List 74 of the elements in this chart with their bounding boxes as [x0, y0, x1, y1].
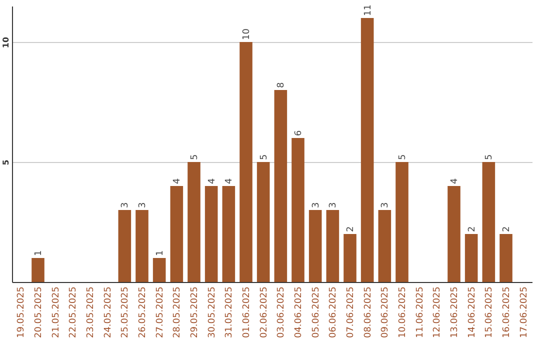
data-label: 2	[502, 226, 512, 232]
data-label: 1	[155, 250, 166, 256]
bar	[256, 162, 270, 282]
x-tick-label: 25.05.2025	[120, 286, 131, 338]
x-tick-label: 03.06.2025	[276, 286, 287, 338]
data-label: 3	[380, 202, 391, 208]
data-label: 3	[328, 202, 339, 208]
bar	[344, 234, 356, 282]
data-label: 4	[224, 178, 235, 184]
bar	[482, 162, 496, 282]
data-label: 3	[120, 202, 131, 208]
data-label: 5	[398, 154, 408, 160]
x-tick-label: 24.05.2025	[103, 286, 114, 338]
bar	[500, 234, 512, 282]
bar	[136, 210, 148, 282]
data-label: 2	[467, 226, 478, 232]
bar	[292, 138, 304, 282]
data-label: 5	[259, 154, 270, 160]
x-tick-label: 21.05.2025	[51, 286, 62, 338]
bar	[308, 210, 322, 282]
x-tick-label: 23.05.2025	[86, 286, 96, 338]
x-tick-label: 09.06.2025	[380, 286, 391, 338]
x-tick-label: 31.05.2025	[224, 286, 235, 338]
x-tick-label: 15.06.2025	[484, 286, 495, 338]
data-label: 4	[207, 178, 218, 184]
x-tick-label: 04.06.2025	[294, 286, 304, 338]
x-tick-label: 05.06.2025	[311, 286, 322, 338]
data-label: 2	[346, 226, 356, 232]
x-tick-label: 12.06.2025	[432, 286, 443, 338]
data-label: 6	[294, 130, 304, 136]
x-tick-label: 13.06.2025	[450, 286, 460, 338]
bar	[152, 258, 166, 282]
bar	[32, 258, 44, 282]
bar	[378, 210, 392, 282]
x-tick-label: 26.05.2025	[138, 286, 148, 338]
x-tick-label: 30.05.2025	[207, 286, 218, 338]
x-tick-label: 28.05.2025	[172, 286, 183, 338]
data-label: 4	[172, 178, 183, 184]
x-tick-label: 16.06.2025	[502, 286, 512, 338]
data-label: 1	[34, 250, 44, 256]
x-tick-label: 08.06.2025	[363, 286, 374, 338]
x-tick-label: 29.05.2025	[190, 286, 200, 338]
bar	[188, 162, 200, 282]
x-tick-label: 07.06.2025	[346, 286, 356, 338]
x-tick-label: 10.06.2025	[398, 286, 408, 338]
data-label: 10	[242, 28, 252, 40]
x-tick-label: 22.05.2025	[68, 286, 79, 338]
data-label: 5	[190, 154, 200, 160]
bar	[326, 210, 340, 282]
bar	[396, 162, 408, 282]
x-tick-label: 17.06.2025	[519, 286, 530, 338]
bar	[222, 186, 236, 282]
bar	[360, 18, 374, 282]
x-tick-label: 06.06.2025	[328, 286, 339, 338]
data-label: 8	[276, 82, 287, 88]
x-tick-label: 14.06.2025	[467, 286, 478, 338]
bar	[464, 234, 478, 282]
data-label: 11	[363, 4, 374, 16]
data-label: 5	[484, 154, 495, 160]
bar	[170, 186, 184, 282]
bar	[204, 186, 218, 282]
bar	[274, 90, 288, 282]
x-tick-label: 19.05.2025	[16, 286, 27, 338]
data-label: 3	[311, 202, 322, 208]
data-label: 3	[138, 202, 148, 208]
x-tick-label: 27.05.2025	[155, 286, 166, 338]
x-tick-label: 02.06.2025	[259, 286, 270, 338]
bar	[240, 42, 252, 282]
x-tick-label: 20.05.2025	[34, 286, 44, 338]
bar	[448, 186, 460, 282]
x-tick-label: 11.06.2025	[415, 286, 426, 338]
x-tick-label: 01.06.2025	[242, 286, 252, 338]
data-label: 4	[450, 178, 460, 184]
bar	[118, 210, 132, 282]
